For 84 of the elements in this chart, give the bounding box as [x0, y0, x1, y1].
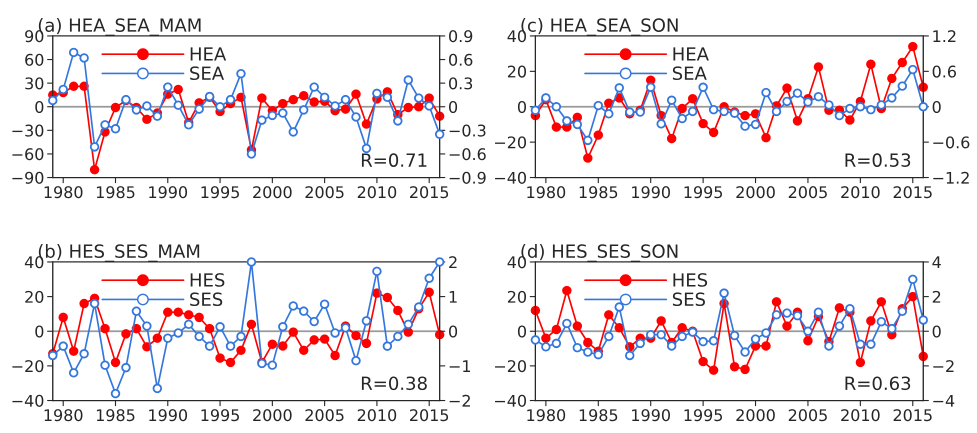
- x-tick-label: 2010: [841, 409, 880, 422]
- x-tick-label: 2000: [253, 186, 292, 198]
- x-tick-label: 1995: [201, 409, 239, 422]
- x-tick-label: 1990: [149, 409, 188, 422]
- y2-tick-label: 0: [449, 325, 458, 338]
- y-tick-label: 0: [518, 325, 526, 338]
- y2-tick-label: −1: [450, 360, 470, 372]
- x-tick-label: 1980: [44, 409, 82, 422]
- x-tick-label: 2015: [894, 186, 932, 198]
- y-tick-label: 20: [508, 290, 526, 303]
- legend-label: SES: [672, 292, 706, 306]
- y2-tick-label: −0.9: [450, 172, 486, 184]
- legend-label: SEA: [190, 66, 224, 80]
- y-tick-label: 60: [25, 54, 44, 66]
- y-tick-label: −30: [12, 124, 44, 137]
- y2-tick-label: −4: [933, 394, 954, 407]
- y2-tick-label: 1.2: [933, 30, 956, 42]
- x-tick-label: 2015: [410, 186, 448, 198]
- annotation: R=0.71: [362, 153, 426, 167]
- y2-tick-label: 4: [932, 256, 941, 268]
- y2-tick-label: −2: [933, 360, 954, 372]
- legend-label: SEA: [672, 66, 707, 80]
- y-tick-label: 0: [518, 100, 526, 114]
- y-tick-label: −20: [495, 360, 526, 372]
- annotation: R=0.38: [362, 376, 427, 390]
- y2-tick-label: 0: [449, 100, 458, 114]
- annotation: R=0.53: [846, 153, 910, 167]
- x-tick-label: 1980: [527, 409, 566, 422]
- y-tick-label: 20: [508, 66, 526, 78]
- legend-label: SES: [190, 292, 222, 306]
- x-tick-label: 2015: [894, 409, 932, 422]
- x-tick-label: 2005: [305, 409, 344, 422]
- x-tick-label: 2005: [788, 409, 827, 422]
- y2-tick-label: −2: [450, 394, 470, 407]
- annotation: R=0.63: [846, 376, 910, 390]
- x-tick-label: 2010: [358, 409, 396, 422]
- x-tick-label: 1985: [580, 409, 618, 422]
- y2-tick-label: 2: [449, 256, 457, 268]
- y-tick-label: −40: [12, 394, 44, 407]
- y-tick-label: 0: [35, 325, 44, 338]
- x-tick-label: 2010: [841, 186, 880, 198]
- x-tick-label: 1985: [96, 409, 134, 422]
- x-tick-label: 1990: [632, 186, 670, 198]
- y-tick-label: −90: [12, 172, 44, 184]
- x-tick-label: 1995: [684, 409, 722, 422]
- y2-tick-label: 0.6: [449, 54, 472, 66]
- x-tick-label: 2015: [410, 409, 448, 422]
- x-tick-label: 1995: [684, 186, 722, 198]
- legend-label: HEA: [673, 47, 709, 60]
- x-tick-label: 2000: [253, 409, 292, 422]
- y-tick-label: −60: [12, 148, 44, 160]
- x-tick-label: 1990: [149, 186, 188, 198]
- x-tick-label: 1985: [96, 186, 134, 198]
- y2-tick-label: 0.9: [449, 30, 472, 42]
- y2-tick-label: 1: [450, 291, 457, 303]
- x-tick-label: 1980: [527, 186, 566, 198]
- x-tick-label: 1985: [580, 186, 618, 198]
- y2-tick-label: −0.6: [933, 136, 970, 148]
- y-tick-label: 30: [25, 77, 44, 90]
- y2-tick-label: −0.6: [450, 148, 486, 160]
- y2-tick-label: 2: [932, 290, 940, 303]
- x-tick-label: 1990: [632, 409, 670, 422]
- y2-tick-label: −1.2: [933, 172, 969, 184]
- y2-tick-label: 0.3: [449, 77, 472, 90]
- y2-tick-label: 0: [932, 325, 941, 338]
- y-tick-label: −20: [495, 136, 526, 148]
- x-tick-label: 2005: [305, 186, 344, 198]
- legend-label: HES: [190, 273, 224, 287]
- y-tick-label: −40: [495, 172, 526, 184]
- x-tick-label: 2005: [788, 186, 827, 198]
- y2-tick-label: 0: [932, 100, 941, 114]
- x-tick-label: 2000: [736, 186, 775, 198]
- x-tick-label: 1995: [201, 186, 239, 198]
- y-tick-label: 0: [35, 100, 44, 114]
- x-tick-label: 1980: [44, 186, 82, 198]
- legend-label: HEA: [190, 47, 226, 60]
- y2-tick-label: −0.3: [450, 124, 486, 137]
- x-tick-label: 2000: [736, 409, 775, 422]
- x-tick-label: 2010: [358, 186, 396, 198]
- y-tick-label: −20: [12, 360, 44, 372]
- legend-label: HES: [673, 273, 708, 287]
- y-tick-label: −40: [495, 394, 526, 407]
- y-tick-label: 20: [25, 290, 44, 303]
- y2-tick-label: 0.6: [932, 66, 956, 78]
